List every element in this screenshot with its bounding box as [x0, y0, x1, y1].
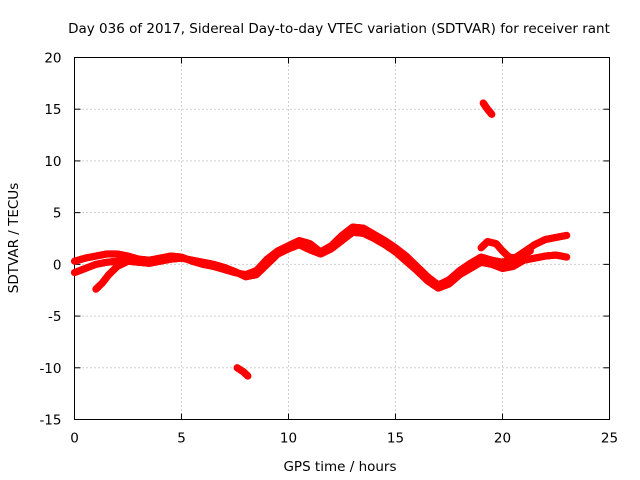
series-outlier-lower — [233, 364, 252, 380]
x-tick-label: 0 — [70, 431, 79, 447]
y-tick-label: 10 — [44, 154, 61, 170]
data-point — [563, 253, 571, 261]
y-tick-label: 0 — [53, 257, 62, 273]
series-outlier-upper — [479, 99, 496, 118]
data-point — [526, 247, 534, 255]
y-tick-label: 20 — [44, 51, 61, 67]
x-tick-label: 25 — [601, 431, 618, 447]
series-early-arc — [92, 257, 132, 293]
y-axis-label: SDTVAR / TECUs — [6, 183, 22, 293]
data-point — [563, 231, 571, 239]
grid — [74, 57, 610, 420]
ticks: 0 5 10 15 20 25 -15 -10 -5 0 5 10 15 20 — [39, 51, 618, 447]
series-main-trace-2 — [70, 228, 571, 292]
y-tick-label: -15 — [39, 413, 61, 429]
y-tick-label: 15 — [44, 102, 61, 118]
data-point — [124, 257, 132, 265]
x-tick-label: 15 — [387, 431, 404, 447]
x-tick-label: 5 — [177, 431, 186, 447]
x-tick-label: 20 — [494, 431, 511, 447]
plot-frame — [74, 57, 610, 420]
chart-title: Day 036 of 2017, Sidereal Day-to-day VTE… — [68, 21, 610, 37]
y-tick-label: -10 — [39, 361, 61, 377]
y-tick-label: 5 — [53, 206, 62, 222]
data-point — [244, 372, 252, 380]
x-axis-label: GPS time / hours — [283, 459, 396, 475]
data-points — [70, 99, 571, 380]
series-late-loop — [477, 238, 534, 262]
y-tick-label: -5 — [48, 309, 61, 325]
x-tick-label: 10 — [280, 431, 297, 447]
data-point — [488, 110, 496, 118]
